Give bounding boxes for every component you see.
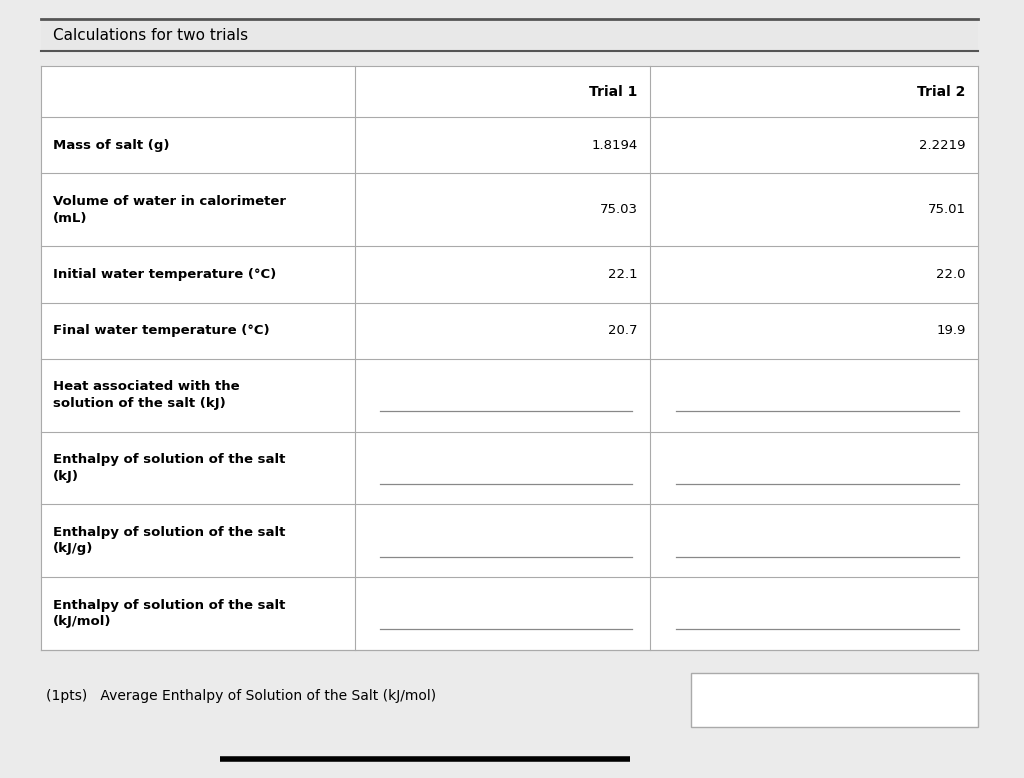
- Text: Initial water temperature (°C): Initial water temperature (°C): [53, 268, 276, 281]
- Text: Enthalpy of solution of the salt
(kJ/g): Enthalpy of solution of the salt (kJ/g): [53, 526, 286, 555]
- Text: 75.03: 75.03: [600, 203, 638, 216]
- Bar: [41, 66, 978, 650]
- Bar: [41, 19, 978, 51]
- Text: Final water temperature (°C): Final water temperature (°C): [53, 324, 270, 337]
- Text: 19.9: 19.9: [936, 324, 966, 337]
- Text: 75.01: 75.01: [928, 203, 966, 216]
- Text: 22.1: 22.1: [608, 268, 638, 281]
- Text: Trial 2: Trial 2: [918, 85, 966, 99]
- Text: Volume of water in calorimeter
(mL): Volume of water in calorimeter (mL): [53, 195, 287, 225]
- Text: Enthalpy of solution of the salt
(kJ): Enthalpy of solution of the salt (kJ): [53, 453, 286, 482]
- Text: 2.2219: 2.2219: [920, 138, 966, 152]
- Text: 22.0: 22.0: [936, 268, 966, 281]
- Text: Trial 1: Trial 1: [590, 85, 638, 99]
- Text: Calculations for two trials: Calculations for two trials: [53, 27, 249, 43]
- Text: (1pts)   Average Enthalpy of Solution of the Salt (kJ/mol): (1pts) Average Enthalpy of Solution of t…: [46, 689, 436, 703]
- Text: Heat associated with the
solution of the salt (kJ): Heat associated with the solution of the…: [53, 380, 240, 410]
- Text: Enthalpy of solution of the salt
(kJ/mol): Enthalpy of solution of the salt (kJ/mol…: [53, 598, 286, 628]
- Bar: [691, 673, 978, 727]
- Text: Mass of salt (g): Mass of salt (g): [53, 138, 170, 152]
- Text: 1.8194: 1.8194: [592, 138, 638, 152]
- Text: 20.7: 20.7: [608, 324, 638, 337]
